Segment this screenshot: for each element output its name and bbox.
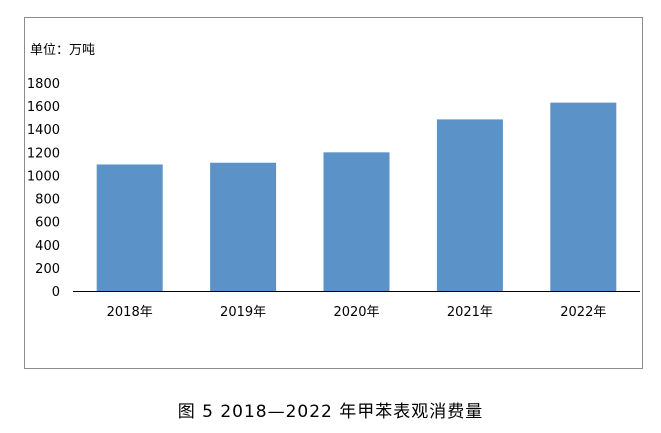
bar-2020年 [323,152,390,291]
x-tick-label: 2020年 [333,305,379,320]
y-tick-label: 1000 [27,169,60,184]
y-tick-label: 1200 [27,146,60,161]
bar-2018年 [96,164,163,291]
figure-caption: 图 5 2018—2022 年甲苯表观消费量 [177,402,484,422]
y-tick-label: 600 [35,216,60,231]
unit-label: 单位：万吨 [30,43,96,58]
y-axis-ticks: 0 200 400 600 800 1000 1200 1400 1600 1800 [27,77,60,300]
y-tick-label: 1600 [27,100,60,115]
bar-2021年 [436,119,503,292]
x-tick-label: 2021年 [447,305,493,320]
y-tick-label: 1400 [27,123,60,138]
y-tick-label: 800 [35,193,60,208]
y-tick-label: 1800 [27,77,60,92]
x-tick-label: 2018年 [107,305,153,320]
bars-group [96,102,617,292]
x-tick-label: 2022年 [560,305,606,320]
bar-2019年 [210,162,277,291]
y-tick-label: 400 [35,239,60,254]
y-tick-label: 200 [35,262,60,277]
x-tick-label: 2019年 [220,305,266,320]
x-axis-labels: 2018年 2019年 2020年 2021年 2022年 [107,305,607,320]
y-tick-label: 0 [52,285,60,300]
bar-2022年 [550,102,617,292]
